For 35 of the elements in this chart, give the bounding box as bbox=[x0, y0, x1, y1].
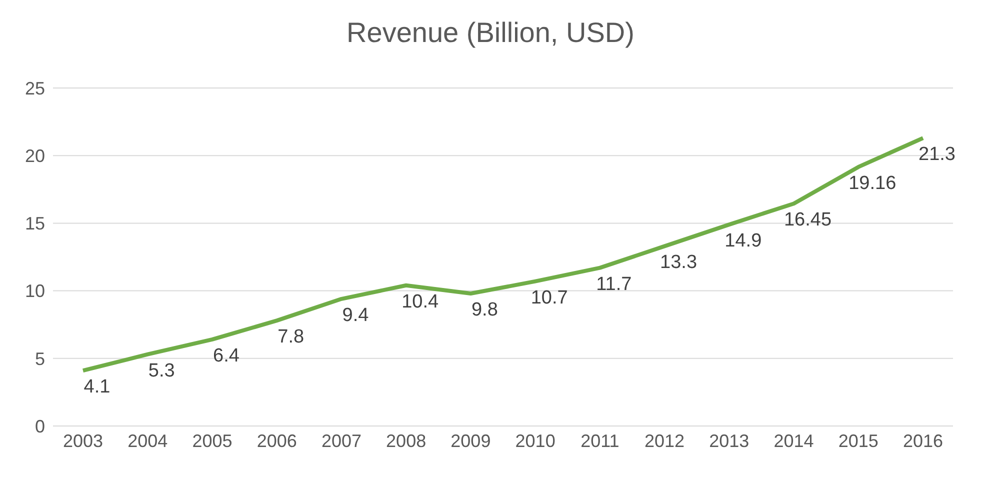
data-label: 21.3 bbox=[918, 144, 956, 166]
data-label: 10.4 bbox=[402, 291, 439, 312]
y-tick-label: 15 bbox=[24, 214, 45, 234]
x-tick-label: 2009 bbox=[450, 430, 491, 451]
x-tick-label: 2016 bbox=[902, 430, 944, 451]
x-tick-label: 2015 bbox=[838, 430, 878, 451]
data-label: 10.7 bbox=[530, 287, 568, 308]
y-tick-label: 20 bbox=[24, 146, 45, 166]
x-tick-label: 2012 bbox=[644, 430, 685, 451]
data-label: 9.4 bbox=[342, 304, 370, 326]
data-label: 7.8 bbox=[278, 326, 304, 348]
x-tick-label: 2013 bbox=[709, 430, 750, 451]
x-tick-label: 2006 bbox=[256, 430, 297, 451]
chart-title: Revenue (Billion, USD) bbox=[346, 16, 636, 50]
y-tick-label: 0 bbox=[34, 416, 45, 436]
y-tick-label: 25 bbox=[24, 78, 45, 98]
x-tick-label: 2007 bbox=[321, 430, 362, 451]
x-tick-label: 2008 bbox=[386, 430, 426, 451]
x-tick-label: 2010 bbox=[515, 430, 556, 451]
data-label: 9.8 bbox=[471, 300, 498, 321]
y-tick-label: 10 bbox=[24, 281, 45, 302]
data-label: 11.7 bbox=[596, 274, 632, 295]
x-tick-label: 2011 bbox=[580, 430, 620, 451]
data-label: 14.9 bbox=[724, 230, 762, 252]
data-label: 4.1 bbox=[84, 376, 110, 398]
x-tick-label: 2014 bbox=[774, 430, 814, 451]
x-tick-label: 2004 bbox=[128, 430, 168, 451]
x-tick-label: 2005 bbox=[192, 430, 232, 451]
data-label: 16.45 bbox=[784, 210, 832, 231]
y-tick-label: 5 bbox=[34, 348, 45, 369]
data-label: 5.3 bbox=[148, 360, 175, 382]
data-label: 19.16 bbox=[848, 172, 896, 194]
data-label: 6.4 bbox=[213, 345, 240, 366]
data-label: 13.3 bbox=[660, 252, 698, 274]
x-tick-label: 2003 bbox=[62, 430, 104, 451]
